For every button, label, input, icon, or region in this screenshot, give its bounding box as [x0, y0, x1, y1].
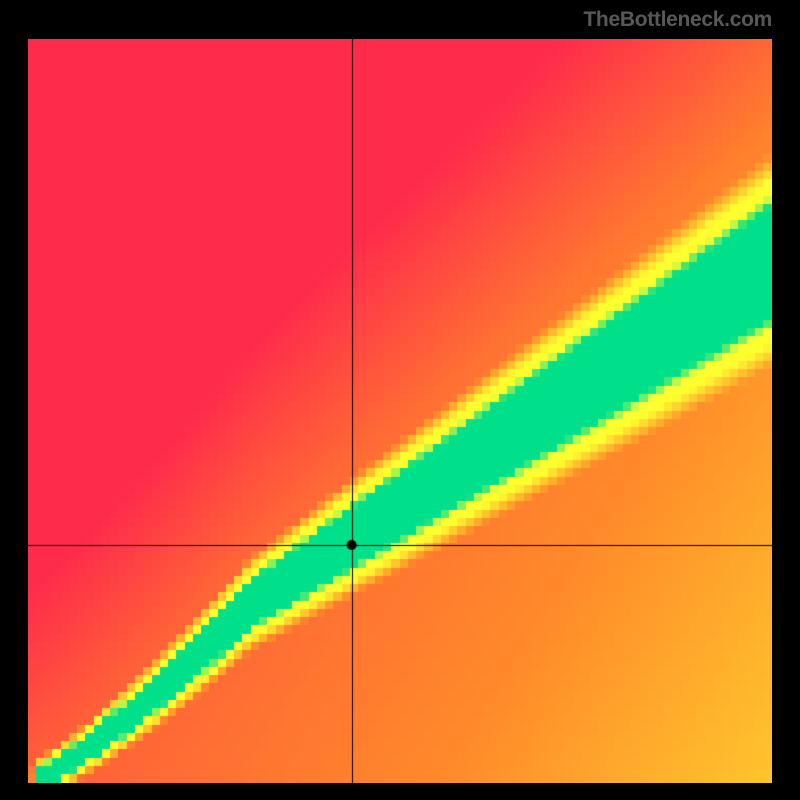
watermark-text: TheBottleneck.com [583, 8, 772, 32]
bottleneck-heatmap [28, 39, 772, 783]
chart-container: TheBottleneck.com [0, 0, 800, 800]
